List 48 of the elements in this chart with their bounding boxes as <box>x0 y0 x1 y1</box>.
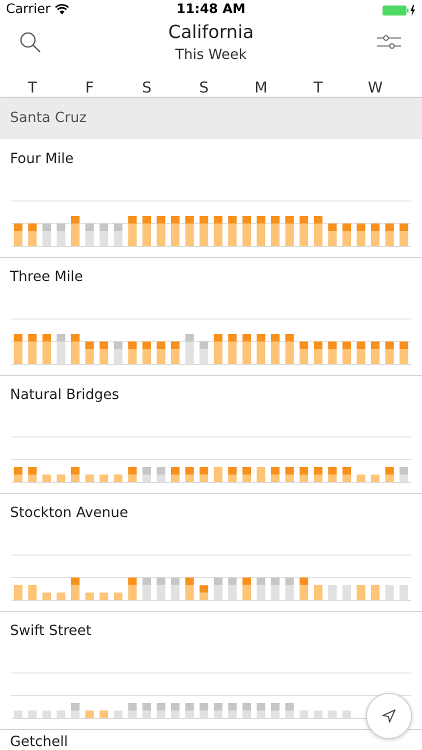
bar <box>100 592 108 600</box>
bar <box>285 578 294 585</box>
x-tick-label: F <box>85 78 94 96</box>
x-tick-label: S <box>199 78 209 96</box>
bar <box>128 578 137 585</box>
text: Santa Cruz <box>10 109 87 127</box>
bar <box>200 585 208 593</box>
bar <box>28 584 37 600</box>
bar <box>200 592 208 600</box>
text: 11:48 AM <box>176 2 246 17</box>
bar <box>271 578 280 585</box>
bar <box>71 584 80 600</box>
bar <box>242 578 251 585</box>
chart-title: Four Mile <box>10 150 74 168</box>
x-tick-label: T <box>26 78 38 96</box>
chart-title: Swift Street <box>10 622 92 640</box>
bar <box>171 578 180 585</box>
text: California <box>167 22 255 44</box>
chart-title: Three Mile <box>10 268 84 286</box>
text: This Week <box>174 46 248 64</box>
bar <box>228 578 237 585</box>
x-tick-label: M <box>254 78 268 96</box>
bar <box>356 584 366 600</box>
bar <box>214 578 222 585</box>
chart-title: Natural Bridges <box>10 386 120 404</box>
x-tick-label: W <box>368 78 383 96</box>
bar <box>142 578 151 585</box>
bar <box>71 578 80 585</box>
x-tick-label: S <box>142 78 152 96</box>
chart-title: Stockton Avenue <box>10 504 128 522</box>
bar <box>242 584 251 600</box>
bar <box>128 584 137 600</box>
bar <box>85 592 94 600</box>
bar <box>156 578 166 585</box>
text: Carrier <box>6 2 50 18</box>
bar <box>185 578 194 585</box>
bar <box>42 592 51 600</box>
bar <box>314 584 322 600</box>
x-tick-label: T <box>312 78 324 96</box>
bar <box>14 584 22 600</box>
text: Getchell <box>10 733 68 750</box>
bar <box>300 578 308 585</box>
bar <box>256 578 266 585</box>
bar <box>56 592 66 600</box>
bar <box>371 584 380 600</box>
bar <box>185 584 194 600</box>
bar <box>114 592 122 600</box>
bar <box>300 584 308 600</box>
